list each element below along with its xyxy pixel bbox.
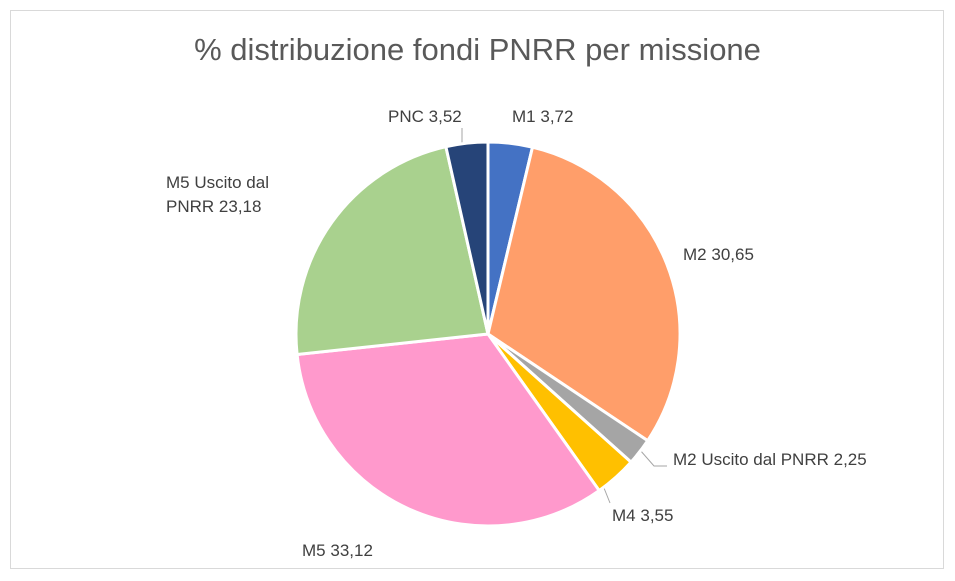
data-label: M4 3,55 <box>612 504 673 528</box>
category-label: PNC <box>388 107 424 126</box>
value-label: 3,55 <box>640 506 674 525</box>
data-label: PNC 3,52 <box>388 105 462 129</box>
data-label: M1 3,72 <box>512 105 573 129</box>
leader-line <box>639 449 667 467</box>
value-label: 30,65 <box>711 245 754 264</box>
pie-slice <box>486 145 682 443</box>
chart-frame <box>10 10 944 569</box>
chart-title: % distribuzione fondi PNRR per missione <box>194 32 761 67</box>
data-label: M5 Uscito dal PNRR 23,18 <box>166 171 316 219</box>
data-label: M2 30,65 <box>683 243 754 267</box>
category-label: M2 <box>683 245 707 264</box>
category-label: M5 Uscito dal PNRR <box>166 173 269 216</box>
pie-slice <box>444 140 490 335</box>
pie-slice <box>294 144 490 357</box>
pie-slice <box>295 332 602 528</box>
data-label: M2 Uscito dal PNRR 2,25 <box>673 448 867 472</box>
value-label: 2,25 <box>833 450 867 469</box>
category-label: M1 <box>512 107 536 126</box>
data-label: M5 33,12 <box>302 539 373 563</box>
category-label: M4 <box>612 506 636 525</box>
value-label: 3,72 <box>540 107 574 126</box>
category-label: M5 <box>302 541 326 560</box>
value-label: 3,52 <box>428 107 462 126</box>
value-label: 33,12 <box>330 541 373 560</box>
category-label: M2 Uscito dal PNRR <box>673 450 829 469</box>
value-label: 23,18 <box>218 197 262 216</box>
leader-line <box>603 487 611 504</box>
